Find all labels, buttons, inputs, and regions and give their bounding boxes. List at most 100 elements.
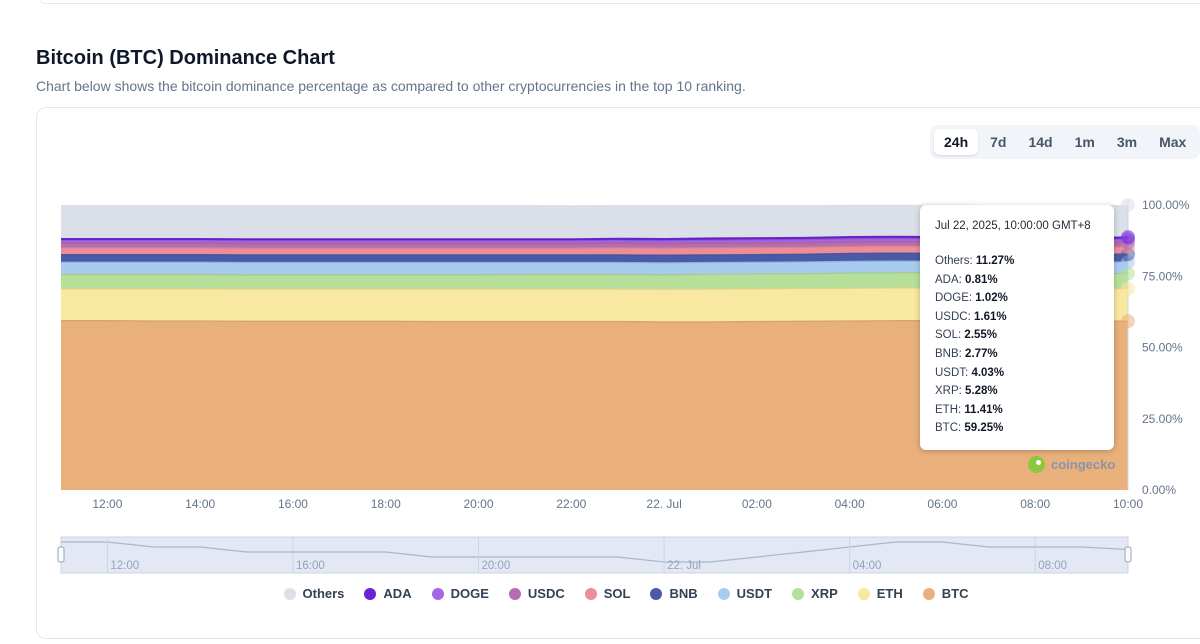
- tooltip-row-name: ETH:: [935, 403, 962, 416]
- chart-tooltip: Jul 22, 2025, 10:00:00 GMT+8 Others: 11.…: [920, 205, 1114, 450]
- y-tick-label: 50.00%: [1142, 341, 1183, 355]
- legend-item-doge[interactable]: DOGE: [431, 586, 489, 601]
- legend-item-eth[interactable]: ETH: [857, 586, 903, 601]
- tooltip-row-name: XRP:: [935, 385, 962, 398]
- navigator-window: [60, 536, 1129, 574]
- legend-label: ETH: [876, 586, 903, 601]
- hover-marker-xrp: [1121, 266, 1135, 281]
- legend-item-xrp[interactable]: XRP: [792, 586, 838, 601]
- x-tick-label: 12:00: [92, 497, 122, 511]
- legend-dot: [857, 587, 870, 600]
- tooltip-row-value: 11.41%: [964, 403, 1003, 416]
- range-max-button[interactable]: Max: [1149, 129, 1196, 155]
- tooltip-row-value: 5.28%: [965, 385, 998, 398]
- tooltip-row: DOGE: 1.02%: [935, 289, 1099, 308]
- tooltip-row-value: 11.27%: [975, 255, 1015, 267]
- x-tick-label: 08:00: [1020, 497, 1050, 511]
- navigator-tick-label: 20:00: [482, 560, 511, 572]
- tooltip-row: SOL: 2.55%: [935, 326, 1099, 345]
- navigator-line: [61, 541, 1129, 563]
- x-tick-label: 16:00: [278, 497, 308, 511]
- y-tick-label: 25.00%: [1142, 412, 1183, 426]
- legend-label: Others: [302, 586, 345, 601]
- tooltip-row-name: BNB:: [935, 347, 962, 360]
- tooltip-row: USDC: 1.61%: [935, 308, 1099, 327]
- y-tick-label: 75.00%: [1142, 269, 1183, 283]
- legend-dot: [431, 587, 444, 600]
- legend-dot: [508, 587, 521, 600]
- tooltip-row: USDT: 4.03%: [935, 364, 1099, 383]
- navigator-tick-label: 22. Jul: [667, 560, 701, 572]
- legend-dot: [717, 587, 730, 600]
- legend-dot: [922, 587, 935, 600]
- range-1m-button[interactable]: 1m: [1065, 129, 1105, 155]
- tooltip-row-value: 2.77%: [965, 347, 998, 360]
- legend-label: SOL: [603, 586, 631, 601]
- x-tick-label: 04:00: [835, 497, 865, 511]
- x-tick-label: 20:00: [464, 497, 494, 511]
- legend-item-sol[interactable]: SOL: [584, 586, 631, 601]
- legend-item-usdc[interactable]: USDC: [508, 586, 565, 601]
- y-tick-label: 100.00%: [1142, 198, 1190, 212]
- legend-label: BNB: [669, 586, 698, 601]
- legend-item-usdt[interactable]: USDT: [717, 586, 773, 601]
- legend-item-others[interactable]: Others: [283, 586, 345, 601]
- tooltip-row-name: SOL:: [935, 329, 962, 342]
- legend-dot: [584, 587, 597, 600]
- legend-item-bnb[interactable]: BNB: [650, 586, 698, 601]
- tooltip-row-name: DOGE:: [935, 292, 973, 305]
- legend-dot: [792, 587, 805, 600]
- legend-dot: [650, 587, 663, 600]
- x-tick-label: 22. Jul: [646, 497, 681, 511]
- legend-label: BTC: [941, 586, 969, 601]
- range-selector: 24h 7d 14d 1m 3m Max: [930, 125, 1200, 159]
- hover-marker-eth: [1121, 281, 1135, 296]
- x-tick-label: 10:00: [1113, 497, 1143, 511]
- legend-item-btc[interactable]: BTC: [922, 586, 969, 601]
- range-7d-button[interactable]: 7d: [980, 129, 1016, 155]
- legend-label: USDT: [736, 586, 773, 601]
- range-14d-button[interactable]: 14d: [1018, 129, 1062, 155]
- x-tick-label: 02:00: [742, 497, 772, 511]
- area-usdc: [61, 241, 1128, 249]
- x-tick-label: 14:00: [185, 497, 215, 511]
- tooltip-row: ETH: 11.41%: [935, 401, 1099, 420]
- legend-dot: [283, 587, 296, 600]
- coingecko-watermark: coingecko: [1028, 456, 1115, 473]
- watermark-text: coingecko: [1051, 457, 1116, 472]
- legend-label: DOGE: [450, 586, 489, 601]
- tooltip-row: Others: 11.27%: [935, 252, 1099, 271]
- tooltip-row-name: Others:: [935, 255, 973, 267]
- tooltip-row-name: BTC:: [935, 422, 962, 435]
- navigator-tick-label: 08:00: [1038, 560, 1067, 572]
- page-subtitle: Chart below shows the bitcoin dominance …: [36, 78, 746, 94]
- navigator-tick-label: 12:00: [110, 560, 139, 572]
- navigator-handle[interactable]: [57, 546, 65, 563]
- navigator-tick-label: 16:00: [296, 560, 325, 572]
- hover-marker-ada: [1121, 230, 1135, 245]
- tooltip-row: XRP: 5.28%: [935, 382, 1099, 401]
- tooltip-row-value: 2.55%: [964, 329, 998, 342]
- x-tick-label: 06:00: [927, 497, 957, 511]
- legend-label: ADA: [383, 586, 412, 601]
- tooltip-row-value: 1.61%: [973, 310, 1007, 323]
- area-eth: [61, 287, 1128, 322]
- range-3m-button[interactable]: 3m: [1107, 129, 1147, 155]
- x-tick-label: 22:00: [556, 497, 586, 511]
- legend-label: XRP: [811, 586, 838, 601]
- navigator-tick-label: 04:00: [853, 560, 882, 572]
- area-others: [61, 204, 1128, 239]
- range-24h-button[interactable]: 24h: [934, 129, 979, 155]
- tooltip-row-value: 4.03%: [971, 366, 1005, 379]
- y-tick-label: 0.00%: [1142, 483, 1176, 497]
- area-btc: [61, 320, 1128, 490]
- area-bnb: [61, 253, 1128, 263]
- navigator-handle[interactable]: [1124, 546, 1132, 563]
- tooltip-row-value: 0.81%: [965, 273, 998, 286]
- legend-item-ada[interactable]: ADA: [364, 586, 412, 601]
- legend-dot: [364, 587, 377, 600]
- tooltip-row-value: 59.25%: [964, 422, 1004, 435]
- tooltip-row: ADA: 0.81%: [935, 271, 1099, 290]
- coingecko-logo-icon: [1028, 456, 1045, 473]
